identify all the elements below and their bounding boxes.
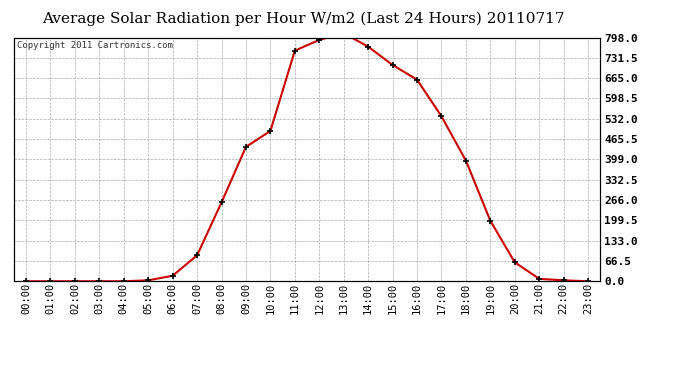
Text: Copyright 2011 Cartronics.com: Copyright 2011 Cartronics.com <box>17 41 172 50</box>
Text: Average Solar Radiation per Hour W/m2 (Last 24 Hours) 20110717: Average Solar Radiation per Hour W/m2 (L… <box>42 11 565 26</box>
